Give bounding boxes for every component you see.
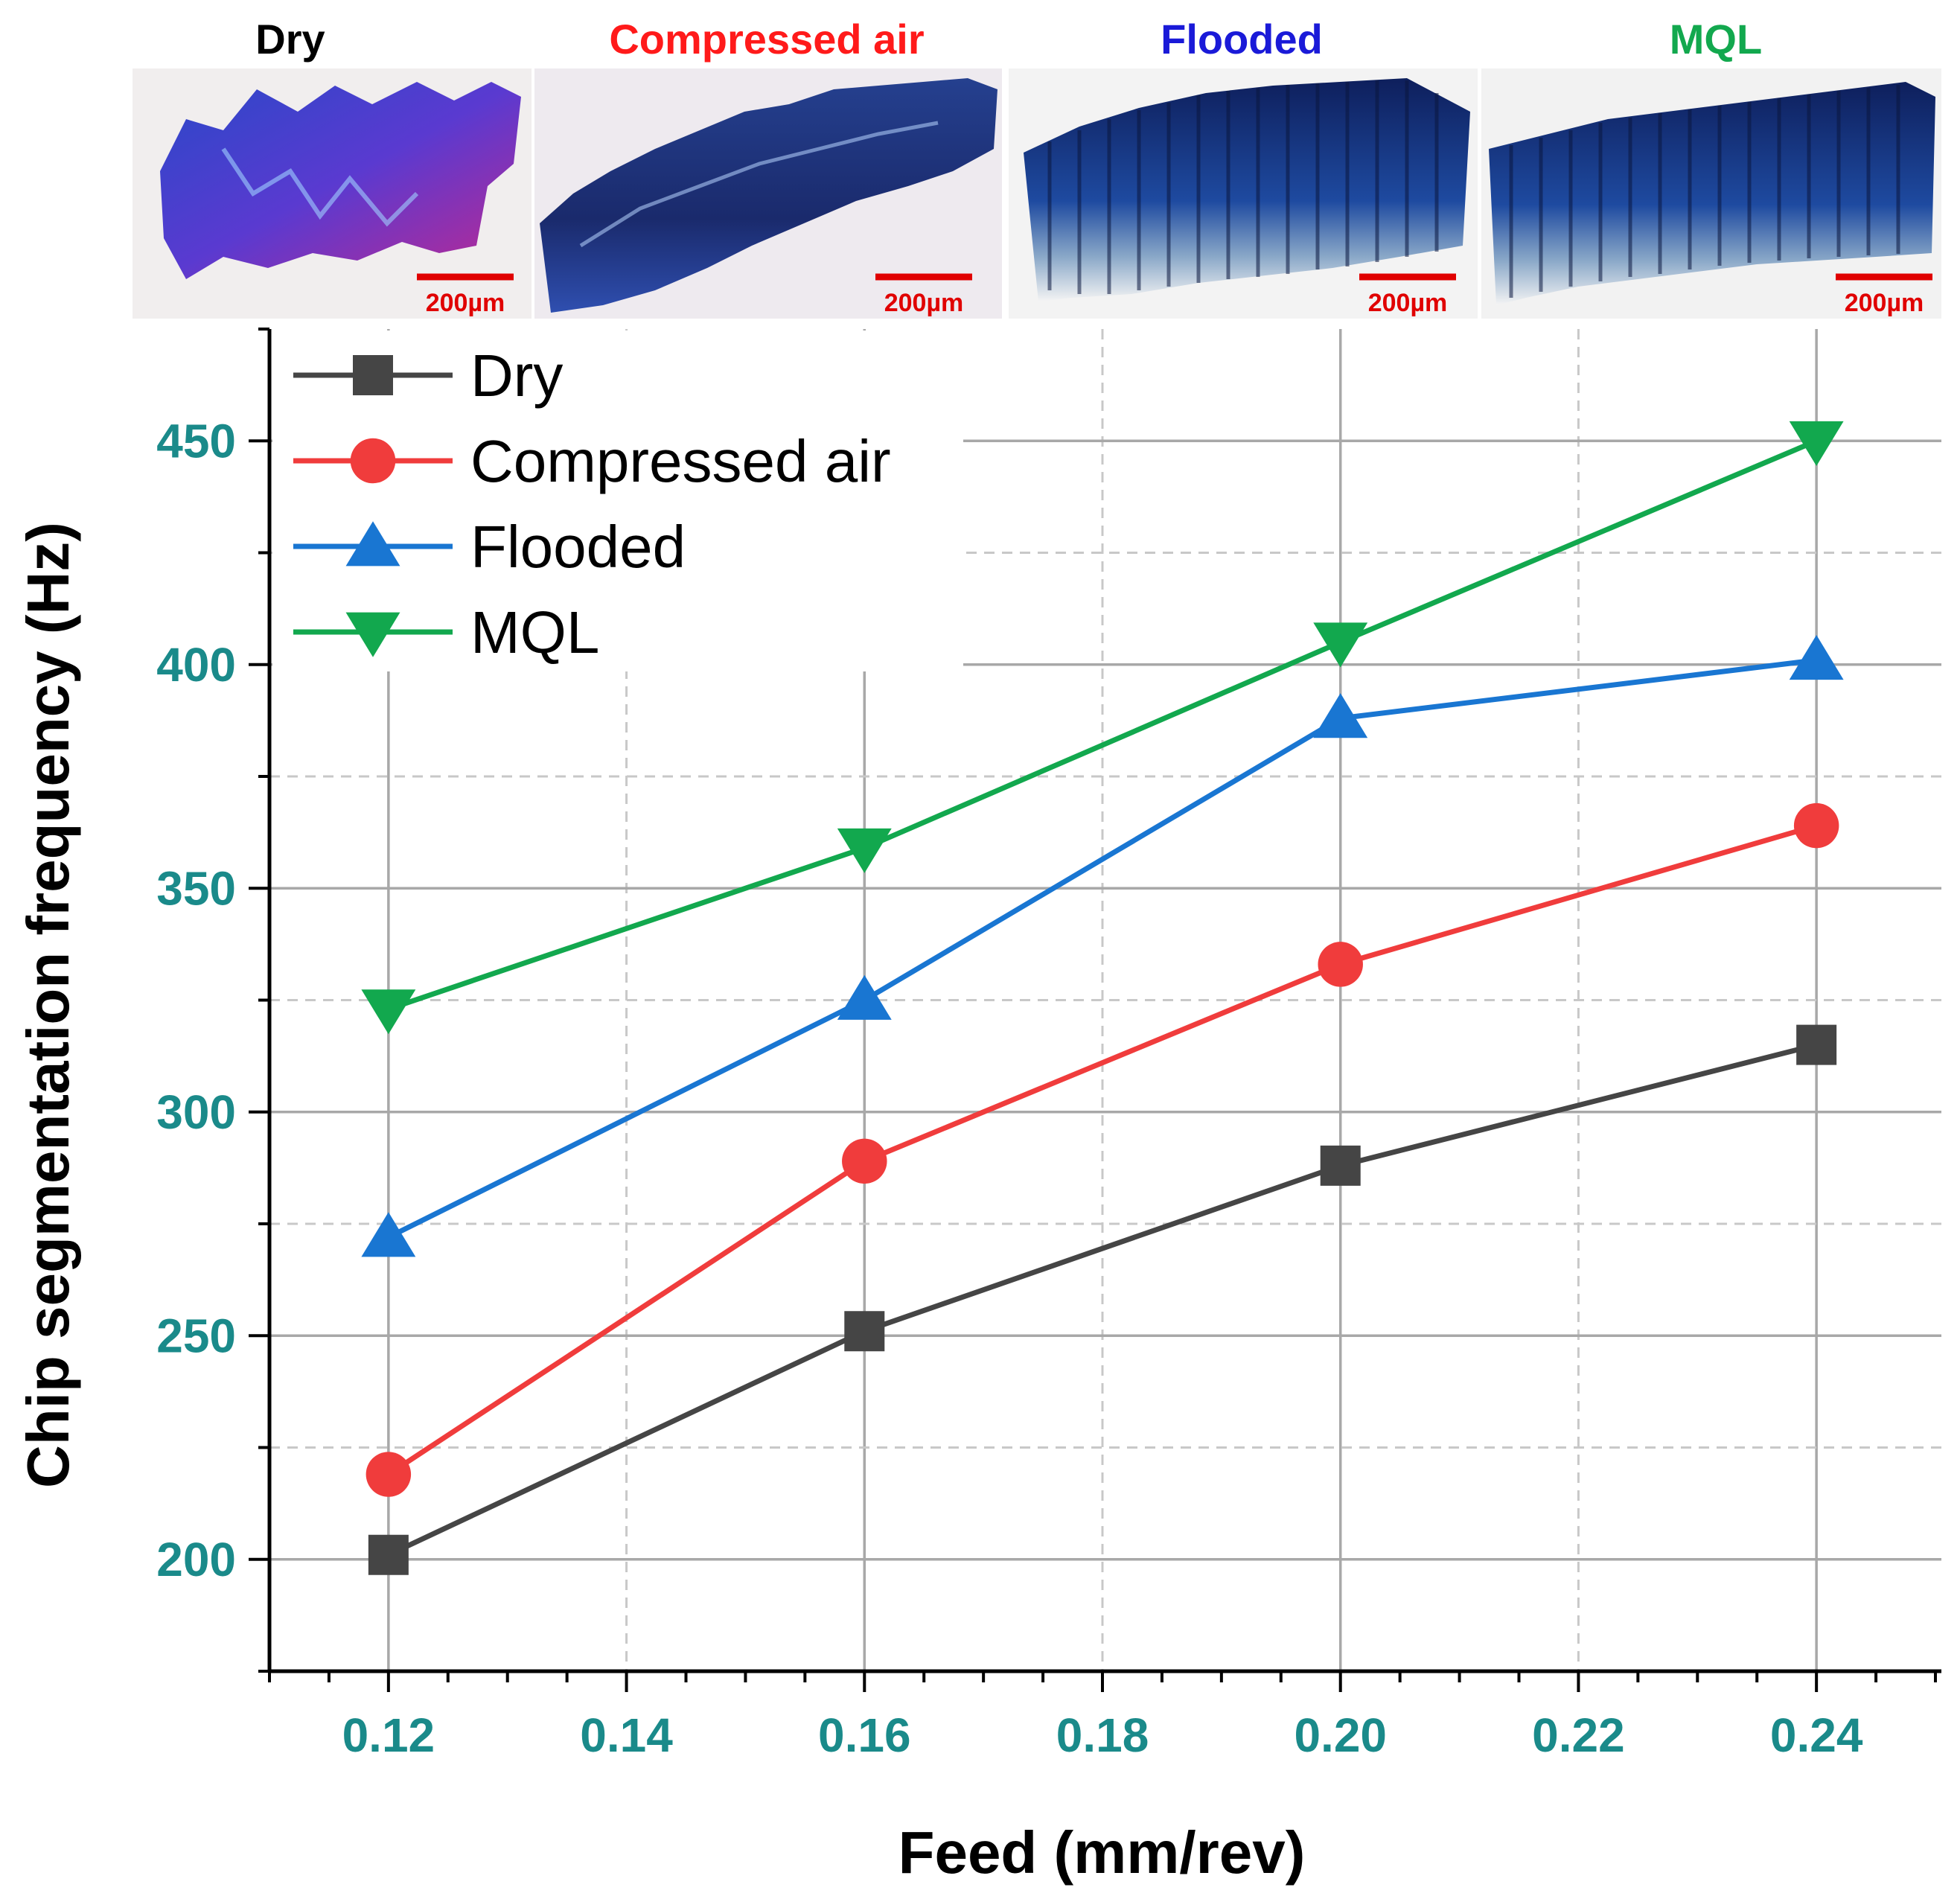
chip-highlight (579, 121, 939, 248)
data-point-compressed-air (365, 1452, 412, 1497)
line-chart: 0.12 0.14 0.16 0.18 0.20 0.22 0.24 200 250 300 35… (15, 328, 1941, 1886)
data-point-mql (1313, 622, 1368, 668)
chip-segments (1047, 80, 1439, 294)
legend-item-dry: Dry (293, 342, 563, 409)
x-tick-label: 0.12 (342, 1708, 435, 1762)
data-point-compressed-air (1793, 802, 1839, 849)
chip-image (1024, 78, 1470, 301)
y-tick-label: 400 (156, 638, 236, 692)
series-line-compressed-air (386, 823, 1818, 1477)
x-tick-label: 0.14 (580, 1708, 673, 1762)
data-point-compressed-air (842, 1138, 887, 1184)
data-point-flooded (1789, 634, 1844, 680)
data-point-flooded (361, 1212, 416, 1257)
data-point-dry (368, 1534, 409, 1575)
legend-label: Dry (470, 342, 563, 409)
y-tick-label: 300 (156, 1085, 236, 1139)
x-tick-label: 0.22 (1532, 1708, 1625, 1762)
data-point-dry (1320, 1145, 1361, 1186)
legend-marker (350, 438, 396, 484)
series-group (361, 421, 1844, 1575)
legend-item-flooded: Flooded (293, 514, 686, 580)
x-tick-label: 0.18 (1056, 1708, 1149, 1762)
micrograph-label: Flooded (1161, 16, 1323, 63)
chip-highlight (221, 147, 419, 227)
data-point-mql (1789, 421, 1844, 466)
y-tick-label: 250 (156, 1309, 236, 1362)
scale-bar-label: 200µm (884, 289, 964, 317)
legend-marker (353, 355, 393, 395)
series-mql (361, 421, 1844, 1035)
series-line-dry (387, 1042, 1818, 1557)
legend-label: Compressed air (470, 428, 891, 494)
scale-bar-label: 200µm (1845, 289, 1924, 317)
legend-marker (345, 612, 400, 657)
micrograph-label: Compressed air (609, 16, 924, 63)
scale-bar-label: 200µm (1368, 289, 1448, 317)
chip-image (540, 78, 997, 313)
micrograph-strip: Dry 200µm Compressed air 200µm Flooded 2… (133, 16, 1941, 319)
data-point-dry (844, 1311, 885, 1352)
data-point-compressed-air (1318, 942, 1363, 987)
series-compressed-air (365, 802, 1839, 1497)
y-tick-label: 450 (156, 414, 236, 467)
legend-marker (345, 521, 400, 566)
micrograph-label: Dry (255, 16, 325, 63)
data-point-flooded (1313, 693, 1368, 738)
micrograph-panel-mql: MQL 200µm (1481, 16, 1941, 319)
data-point-flooded (837, 974, 892, 1020)
series-line-mql (387, 438, 1818, 1012)
chip-image (160, 82, 521, 279)
y-tick-label: 350 (156, 861, 236, 915)
y-axis-ticks: 200 250 300 350 400 450 (156, 328, 269, 1673)
series-dry (368, 1024, 1837, 1575)
micrograph-panel-dry: Dry 200µm (133, 16, 532, 319)
legend-item-compressed-air: Compressed air (293, 428, 891, 494)
data-point-mql (361, 989, 416, 1035)
legend-label: Flooded (470, 514, 686, 580)
y-tick-label: 200 (156, 1533, 236, 1586)
x-tick-label: 0.16 (818, 1708, 911, 1762)
micrograph-label: MQL (1670, 16, 1762, 63)
x-axis-label: Feed (mm/rev) (898, 1819, 1306, 1886)
x-axis-ticks: 0.12 0.14 0.16 0.18 0.20 0.22 0.24 (268, 1671, 1938, 1762)
micrograph-panel-compressed-air: Compressed air 200µm (534, 16, 1002, 319)
data-point-mql (837, 828, 892, 873)
micrograph-panel-flooded: Flooded 200µm (1009, 16, 1478, 319)
legend-item-mql: MQL (293, 599, 599, 666)
y-axis-label: Chip segmentation frequency (Hz) (15, 522, 81, 1488)
legend: Dry Compressed air Flooded MQL (272, 331, 963, 671)
chip-segments (1509, 85, 1900, 298)
legend-label: MQL (470, 599, 599, 666)
x-tick-label: 0.24 (1770, 1708, 1863, 1762)
x-tick-label: 0.20 (1294, 1708, 1387, 1762)
series-flooded (361, 634, 1844, 1257)
series-line-flooded (387, 657, 1817, 1240)
data-point-dry (1796, 1024, 1837, 1065)
scale-bar-label: 200µm (426, 289, 505, 317)
